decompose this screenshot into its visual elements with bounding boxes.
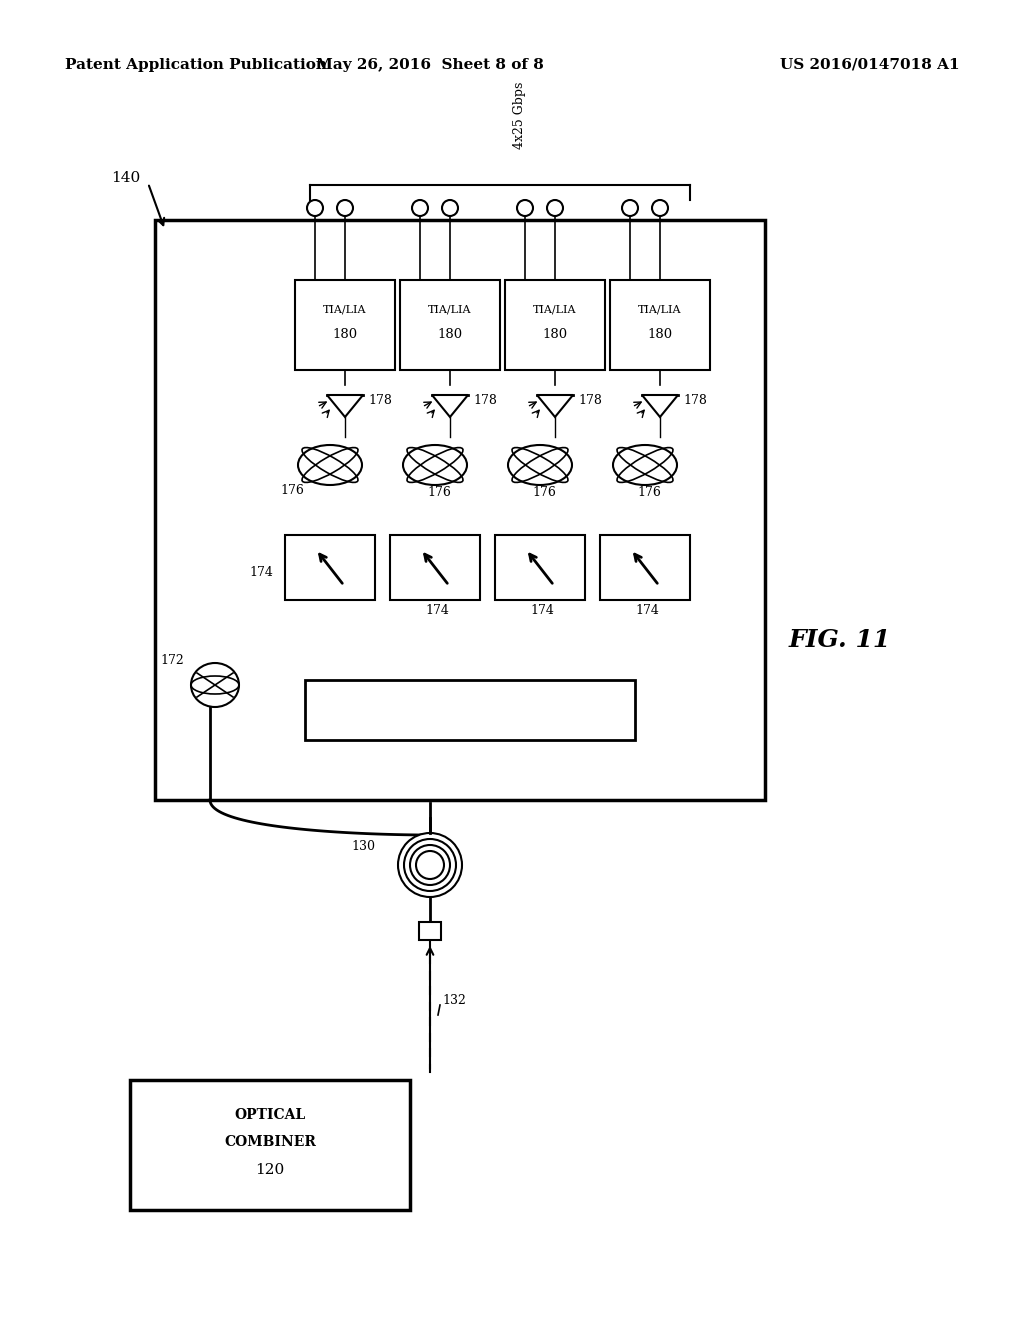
Text: 180: 180 [437, 329, 463, 342]
Circle shape [412, 201, 428, 216]
Bar [390, 535, 480, 601]
Circle shape [517, 201, 534, 216]
Ellipse shape [508, 445, 572, 484]
Circle shape [410, 845, 450, 884]
Ellipse shape [403, 445, 467, 484]
Circle shape [337, 201, 353, 216]
Text: Patent Application Publication: Patent Application Publication [65, 58, 327, 73]
Text: TIA/LIA: TIA/LIA [324, 305, 367, 315]
Circle shape [547, 201, 563, 216]
Circle shape [416, 851, 444, 879]
Text: 178: 178 [473, 393, 497, 407]
Text: 176: 176 [532, 487, 556, 499]
Circle shape [398, 833, 462, 898]
Text: TIA/LIA: TIA/LIA [428, 305, 472, 315]
Text: 178: 178 [578, 393, 602, 407]
Text: 176: 176 [427, 487, 451, 499]
Bar [600, 535, 690, 601]
Text: 140: 140 [111, 172, 140, 185]
Text: FIG. 11: FIG. 11 [788, 628, 891, 652]
Text: TIA/LIA: TIA/LIA [638, 305, 682, 315]
Bar [285, 535, 375, 601]
Text: 132: 132 [442, 994, 466, 1006]
Text: 174: 174 [530, 603, 554, 616]
Polygon shape [642, 395, 678, 417]
Text: 174: 174 [425, 603, 449, 616]
Bar [505, 280, 605, 370]
Circle shape [307, 201, 323, 216]
Polygon shape [537, 395, 573, 417]
Text: COMBINER: COMBINER [224, 1135, 316, 1148]
Bar [130, 1080, 410, 1210]
Circle shape [622, 201, 638, 216]
Bar [295, 280, 395, 370]
Text: 180: 180 [333, 329, 357, 342]
Bar [610, 280, 710, 370]
Text: 174: 174 [249, 566, 273, 579]
Circle shape [442, 201, 458, 216]
Circle shape [652, 201, 668, 216]
Bar [495, 535, 585, 601]
Text: 180: 180 [647, 329, 673, 342]
Bar [400, 280, 500, 370]
Text: 130: 130 [351, 841, 375, 854]
Bar [305, 680, 635, 741]
Text: 176: 176 [280, 483, 304, 496]
Text: OPTICAL: OPTICAL [234, 1107, 305, 1122]
Text: 178: 178 [683, 393, 707, 407]
Text: 174: 174 [635, 603, 658, 616]
Polygon shape [432, 395, 468, 417]
Ellipse shape [191, 663, 239, 708]
Text: 178: 178 [368, 393, 392, 407]
Text: 172: 172 [160, 653, 183, 667]
Ellipse shape [613, 445, 677, 484]
Ellipse shape [298, 445, 362, 484]
Text: TIA/LIA: TIA/LIA [534, 305, 577, 315]
Text: May 26, 2016  Sheet 8 of 8: May 26, 2016 Sheet 8 of 8 [316, 58, 544, 73]
Text: 4x25 Gbps: 4x25 Gbps [513, 82, 526, 149]
Circle shape [404, 840, 456, 891]
Text: 176: 176 [637, 487, 660, 499]
Text: 180: 180 [543, 329, 567, 342]
Text: US 2016/0147018 A1: US 2016/0147018 A1 [780, 58, 961, 73]
Text: 120: 120 [255, 1163, 285, 1177]
Polygon shape [327, 395, 362, 417]
Bar [155, 220, 765, 800]
Bar [419, 921, 441, 940]
